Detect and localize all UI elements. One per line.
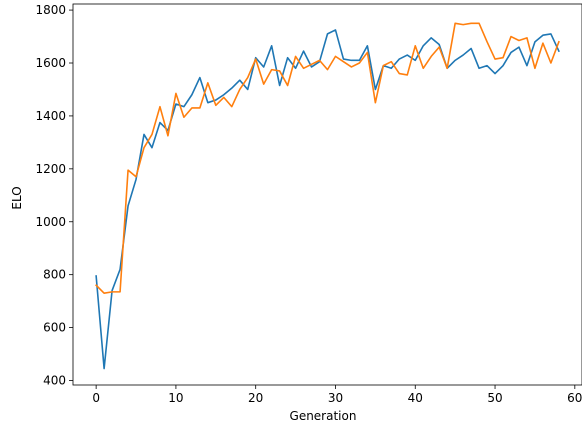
- series-layer: [95, 22, 560, 370]
- plot-frame: [72, 3, 582, 386]
- x-tick-label: 60: [567, 391, 582, 405]
- y-tick-label: 400: [43, 374, 66, 388]
- x-tick-label: 0: [92, 391, 100, 405]
- x-tick-label: 20: [248, 391, 263, 405]
- x-ticks: 0 10 20 30 40 50 60: [92, 385, 582, 405]
- y-tick-label: 1400: [35, 109, 66, 123]
- y-tick-label: 600: [43, 321, 66, 335]
- series-line-2: [95, 22, 560, 294]
- x-axis-title: Generation: [290, 409, 357, 423]
- y-tick-label: 1200: [35, 162, 66, 176]
- x-tick-label: 10: [168, 391, 183, 405]
- axes-layer: [72, 3, 582, 386]
- y-ticks: 400 600 800 1000 1200 1400 1600 1800: [35, 3, 73, 388]
- y-tick-label: 1000: [35, 215, 66, 229]
- series-line-1: [95, 29, 560, 370]
- y-tick-label: 1600: [35, 56, 66, 70]
- y-axis-title: ELO: [10, 186, 24, 209]
- x-tick-label: 40: [408, 391, 423, 405]
- y-tick-label: 1800: [35, 3, 66, 17]
- x-tick-label: 30: [328, 391, 343, 405]
- y-tick-label: 800: [43, 268, 66, 282]
- x-tick-label: 50: [487, 391, 502, 405]
